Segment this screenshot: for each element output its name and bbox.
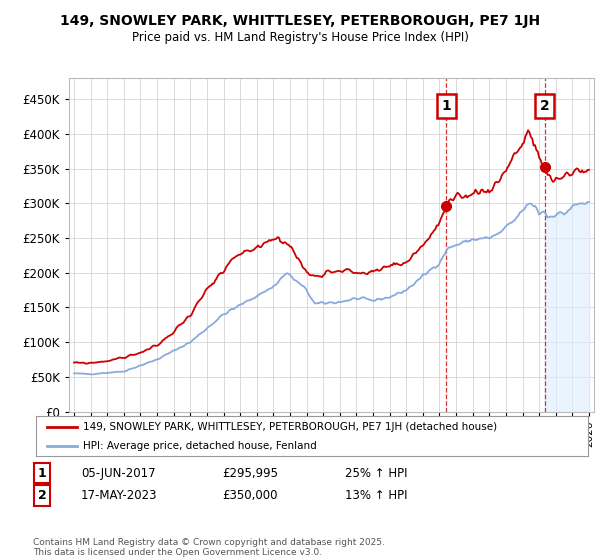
Text: 149, SNOWLEY PARK, WHITTLESEY, PETERBOROUGH, PE7 1JH: 149, SNOWLEY PARK, WHITTLESEY, PETERBORO…: [60, 14, 540, 28]
Text: Price paid vs. HM Land Registry's House Price Index (HPI): Price paid vs. HM Land Registry's House …: [131, 31, 469, 44]
Text: HPI: Average price, detached house, Fenland: HPI: Average price, detached house, Fenl…: [83, 441, 317, 451]
Text: 17-MAY-2023: 17-MAY-2023: [81, 489, 157, 502]
Text: 149, SNOWLEY PARK, WHITTLESEY, PETERBOROUGH, PE7 1JH (detached house): 149, SNOWLEY PARK, WHITTLESEY, PETERBORO…: [83, 422, 497, 432]
Text: 2: 2: [540, 99, 550, 113]
Text: 1: 1: [442, 99, 451, 113]
Text: 13% ↑ HPI: 13% ↑ HPI: [345, 489, 407, 502]
Text: 2: 2: [38, 489, 46, 502]
Text: 1: 1: [38, 466, 46, 480]
Text: 25% ↑ HPI: 25% ↑ HPI: [345, 466, 407, 480]
Text: 05-JUN-2017: 05-JUN-2017: [81, 466, 155, 480]
Text: £295,995: £295,995: [222, 466, 278, 480]
Text: Contains HM Land Registry data © Crown copyright and database right 2025.
This d: Contains HM Land Registry data © Crown c…: [33, 538, 385, 557]
Text: £350,000: £350,000: [222, 489, 277, 502]
